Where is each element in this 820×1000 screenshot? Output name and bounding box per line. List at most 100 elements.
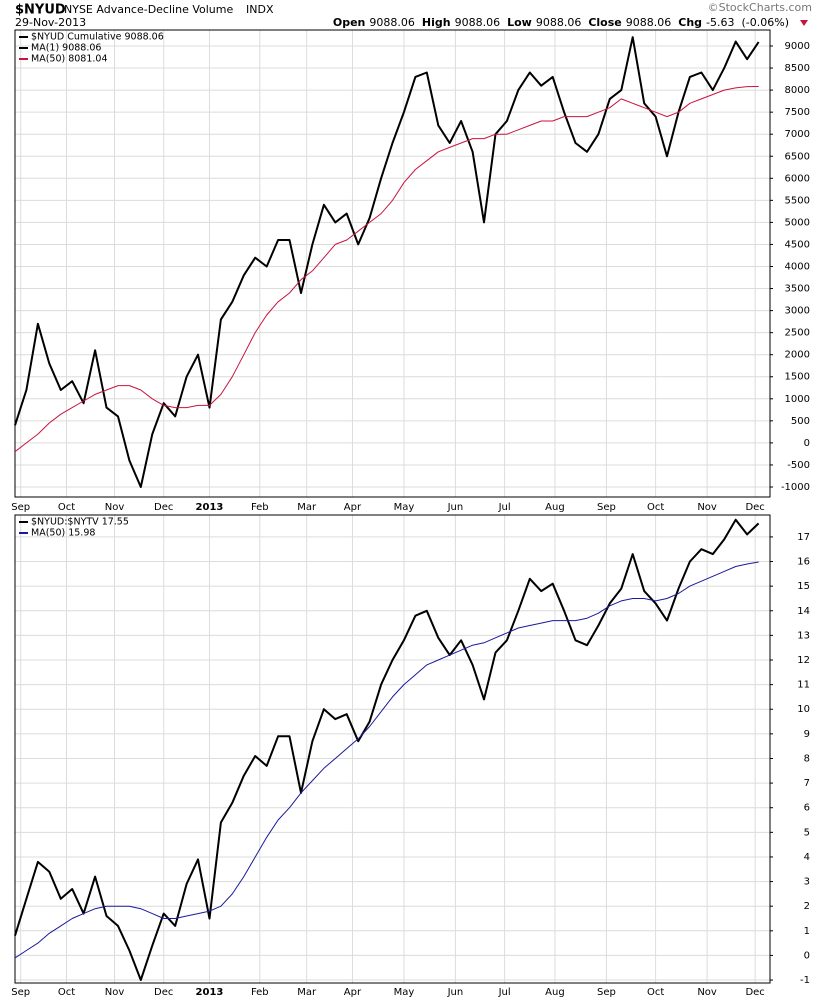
y-tick-label: 4 bbox=[804, 852, 810, 863]
y-tick-label: 3 bbox=[804, 877, 810, 888]
y-tick-label: 8 bbox=[804, 753, 810, 764]
y-tick-label: 3500 bbox=[785, 284, 810, 295]
quote-text: Close bbox=[588, 16, 621, 29]
x-tick-label: Nov bbox=[697, 502, 717, 513]
y-tick-label: 10 bbox=[797, 704, 810, 715]
y-tick-label: 2000 bbox=[785, 350, 810, 361]
x-tick-label: Aug bbox=[545, 502, 565, 513]
y-tick-label: 5 bbox=[804, 827, 810, 838]
y-tick-label: 7500 bbox=[785, 107, 810, 118]
y-tick-label: 7 bbox=[804, 778, 810, 789]
x-tick-label: Sep bbox=[11, 987, 30, 998]
index-name: NYSE Advance-Decline Volume bbox=[64, 3, 233, 16]
x-tick-label: Apr bbox=[344, 987, 362, 998]
y-tick-label: 7000 bbox=[785, 129, 810, 140]
quote-text: (-0.06%) bbox=[742, 16, 790, 29]
x-tick-label: Jul bbox=[498, 502, 511, 513]
x-tick-label: Jun bbox=[447, 502, 464, 513]
y-tick-label: 2 bbox=[804, 901, 810, 912]
legend-label: MA(1) 9088.06 bbox=[31, 43, 101, 54]
legend-label: MA(50) 15.98 bbox=[31, 528, 95, 539]
y-tick-label: 1500 bbox=[785, 372, 810, 383]
y-tick-label: -1 bbox=[800, 975, 810, 986]
y-tick-label: 6000 bbox=[785, 173, 810, 184]
quote-text: Open bbox=[333, 16, 366, 29]
x-tick-label: Sep bbox=[597, 987, 616, 998]
x-tick-label: Nov bbox=[105, 987, 125, 998]
y-tick-label: 500 bbox=[791, 416, 810, 427]
y-tick-label: -500 bbox=[787, 460, 810, 471]
plot-frame bbox=[14, 514, 771, 984]
series-line bbox=[14, 561, 759, 959]
y-tick-label: 6500 bbox=[785, 151, 810, 162]
quote-text: Low bbox=[507, 16, 532, 29]
series-line bbox=[14, 86, 759, 453]
y-tick-label: 14 bbox=[797, 606, 810, 617]
x-tick-label: Feb bbox=[251, 502, 269, 513]
y-tick-label: 16 bbox=[797, 557, 810, 568]
series-line bbox=[14, 518, 760, 981]
x-tick-label: Feb bbox=[251, 987, 269, 998]
legend-label: $NYUD:$NYTV 17.55 bbox=[31, 517, 129, 528]
x-tick-label: Dec bbox=[154, 502, 173, 513]
quote-text: Chg bbox=[678, 16, 702, 29]
x-tick-label: Oct bbox=[58, 502, 75, 513]
x-tick-label: Mar bbox=[297, 987, 317, 998]
x-tick-label: Dec bbox=[154, 987, 173, 998]
x-tick-label: 2013 bbox=[196, 502, 224, 513]
y-tick-label: 0 bbox=[804, 950, 810, 961]
x-tick-label: Dec bbox=[745, 502, 764, 513]
quote-text: -5.63 bbox=[706, 16, 734, 29]
y-tick-label: -1000 bbox=[781, 482, 810, 493]
y-tick-label: 11 bbox=[797, 680, 810, 691]
x-tick-label: Jun bbox=[447, 987, 464, 998]
y-tick-label: 0 bbox=[804, 438, 810, 449]
x-tick-label: May bbox=[394, 987, 415, 998]
x-tick-label: Oct bbox=[647, 502, 664, 513]
y-tick-label: 4000 bbox=[785, 261, 810, 272]
y-tick-label: 5000 bbox=[785, 217, 810, 228]
y-tick-label: 4500 bbox=[785, 239, 810, 250]
quote: Open 9088.06 High 9088.06 Low 9088.06 Close 908… bbox=[333, 16, 789, 29]
y-tick-label: 1000 bbox=[785, 394, 810, 405]
y-tick-label: 9000 bbox=[785, 41, 810, 52]
source: ©StockCharts.com bbox=[708, 1, 812, 14]
quote-text: 9088.06 bbox=[369, 16, 415, 29]
y-tick-label: 1 bbox=[804, 926, 810, 937]
date: 29-Nov-2013 bbox=[15, 16, 86, 29]
y-tick-label: 9 bbox=[804, 729, 810, 740]
x-tick-label: Sep bbox=[597, 502, 616, 513]
series-line bbox=[14, 36, 760, 488]
x-tick-label: Dec bbox=[745, 987, 764, 998]
y-tick-label: 12 bbox=[797, 655, 810, 666]
quote-text: High bbox=[422, 16, 451, 29]
y-tick-label: 2500 bbox=[785, 328, 810, 339]
y-tick-label: 8500 bbox=[785, 63, 810, 74]
y-tick-label: 8000 bbox=[785, 85, 810, 96]
y-tick-label: 3000 bbox=[785, 306, 810, 317]
legend-label: MA(50) 8081.04 bbox=[31, 54, 108, 65]
symbol: $NYUD bbox=[15, 3, 66, 18]
x-tick-label: Sep bbox=[11, 502, 30, 513]
x-tick-label: Jul bbox=[498, 987, 511, 998]
y-tick-label: 6 bbox=[804, 803, 810, 814]
y-tick-label: 5500 bbox=[785, 195, 810, 206]
x-tick-label: Mar bbox=[297, 502, 317, 513]
x-tick-label: Apr bbox=[344, 502, 362, 513]
down-arrow bbox=[800, 20, 808, 26]
exchange: INDX bbox=[246, 3, 274, 16]
x-tick-label: Nov bbox=[105, 502, 125, 513]
legend-label: $NYUD Cumulative 9088.06 bbox=[31, 32, 164, 43]
x-tick-label: Nov bbox=[697, 987, 717, 998]
x-tick-label: Oct bbox=[58, 987, 75, 998]
x-tick-label: Oct bbox=[647, 987, 664, 998]
quote-text: 9088.06 bbox=[626, 16, 672, 29]
x-tick-label: May bbox=[394, 502, 415, 513]
series-line bbox=[14, 36, 760, 488]
x-tick-label: 2013 bbox=[196, 987, 224, 998]
quote-text: 9088.06 bbox=[536, 16, 582, 29]
x-tick-label: Aug bbox=[545, 987, 565, 998]
plot-frame bbox=[14, 29, 771, 498]
